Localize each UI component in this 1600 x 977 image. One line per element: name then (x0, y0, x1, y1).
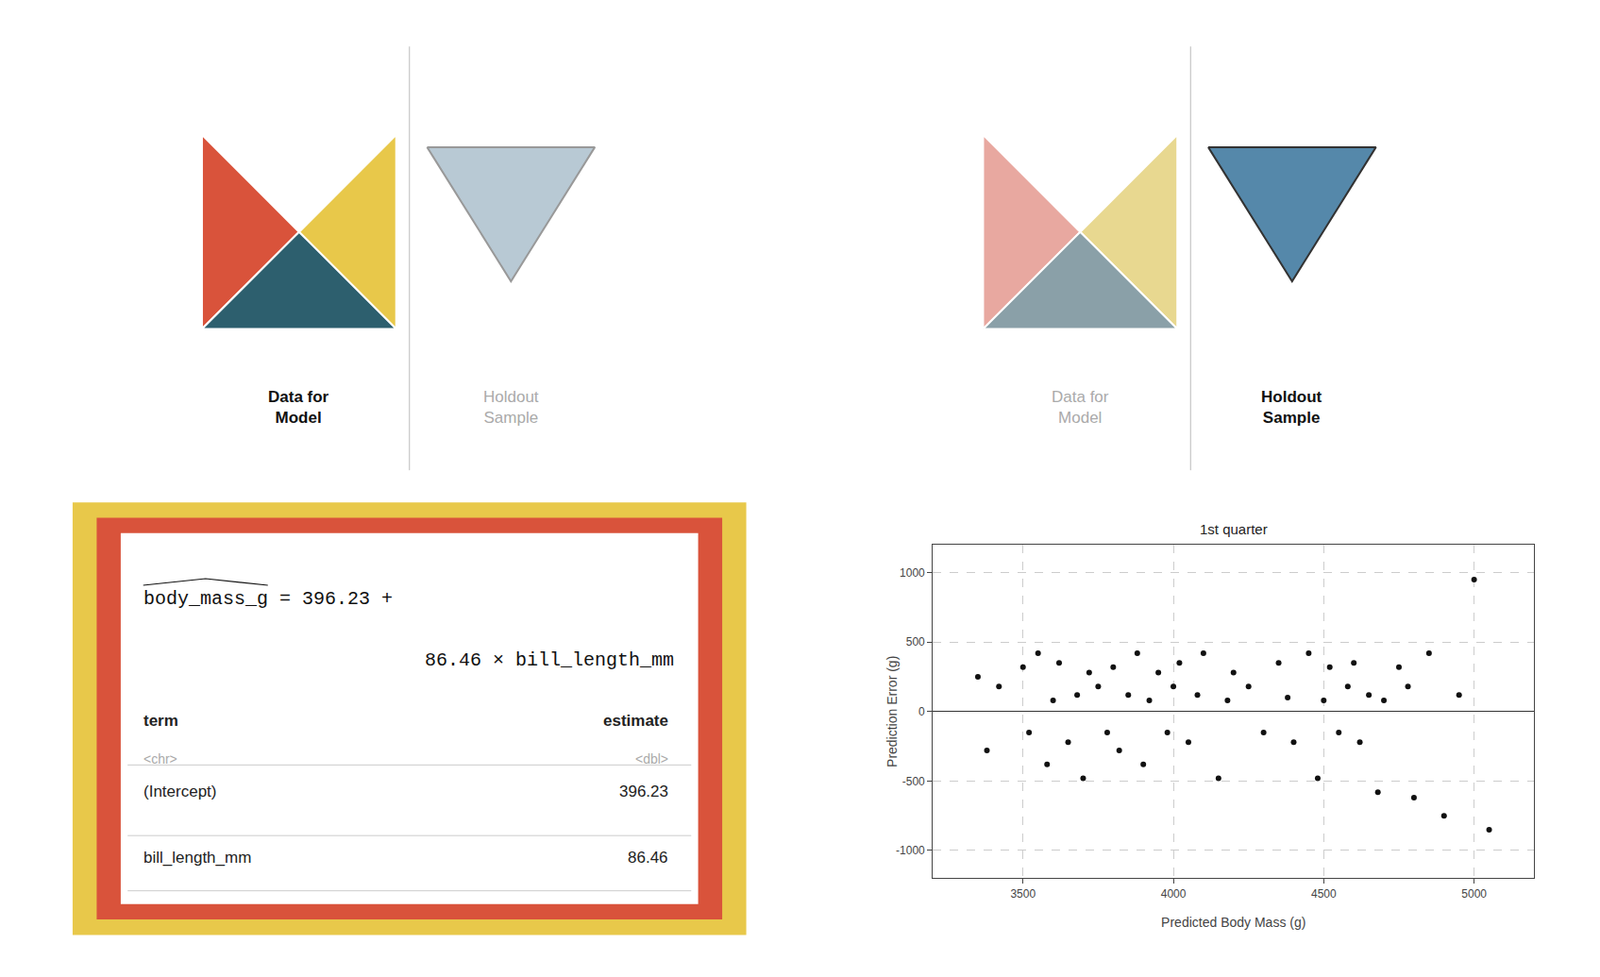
svg-text:Data forModel: Data forModel (1051, 387, 1110, 427)
svg-text:-500: -500 (902, 774, 926, 789)
svg-text:396.23: 396.23 (619, 782, 669, 801)
svg-text:bill_length_mm: bill_length_mm (143, 848, 252, 867)
svg-text:-1000: -1000 (895, 843, 926, 858)
svg-text:86.46 × bill_length_mm: 86.46 × bill_length_mm (424, 649, 674, 672)
svg-text:Data forModel: Data forModel (268, 387, 330, 427)
svg-text:estimate: estimate (603, 711, 669, 730)
svg-text:HoldoutSample: HoldoutSample (483, 387, 539, 427)
svg-text:Prediction Error (g): Prediction Error (g) (884, 656, 900, 768)
svg-text:<dbl>: <dbl> (635, 751, 669, 767)
svg-text:0: 0 (918, 705, 926, 719)
svg-text:(Intercept): (Intercept) (143, 782, 217, 801)
svg-text:<chr>: <chr> (143, 751, 178, 767)
svg-text:Predicted Body Mass (g): Predicted Body Mass (g) (1161, 914, 1306, 930)
svg-text:body_mass_g = 396.23 +: body_mass_g = 396.23 + (143, 588, 393, 610)
svg-text:1000: 1000 (899, 566, 926, 580)
svg-text:HoldoutSample: HoldoutSample (1261, 387, 1323, 427)
svg-text:4000: 4000 (1161, 887, 1187, 901)
svg-text:3500: 3500 (1010, 887, 1036, 901)
svg-text:5000: 5000 (1461, 887, 1487, 901)
svg-text:4500: 4500 (1311, 887, 1337, 901)
svg-text:500: 500 (906, 635, 926, 649)
svg-text:86.46: 86.46 (627, 848, 669, 867)
svg-text:1st quarter: 1st quarter (1199, 521, 1268, 538)
svg-text:term: term (143, 711, 179, 730)
